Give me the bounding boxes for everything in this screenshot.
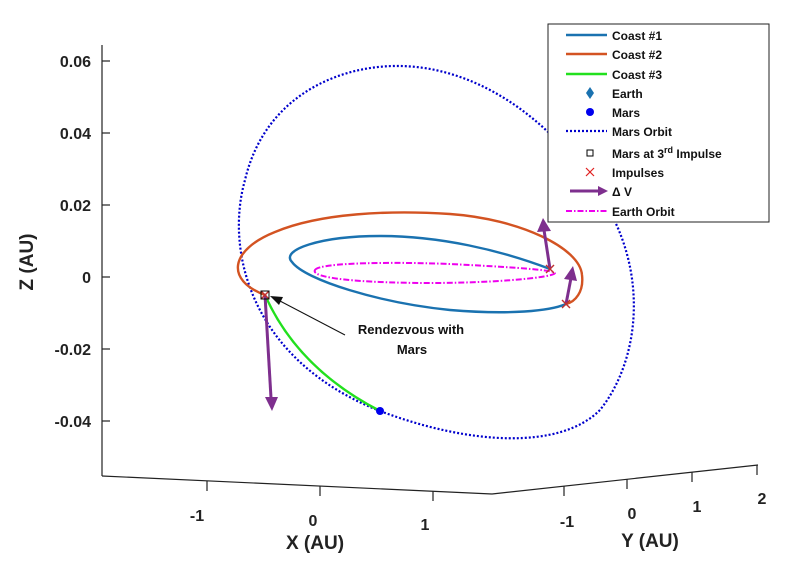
mars-orbit-line [237, 64, 635, 440]
legend-swatch-earth-diamond [586, 87, 594, 99]
z-axis-label: Z (AU) [17, 234, 38, 291]
z-tick-label: -0.02 [55, 342, 92, 359]
impulse-markers [260, 264, 571, 309]
legend-swatch-x [585, 167, 595, 177]
z-tick-labels: 0.06 0.04 0.02 0 -0.02 -0.04 [55, 54, 92, 431]
z-tick-label: 0 [82, 270, 91, 287]
legend-label: Coast #3 [612, 68, 662, 82]
z-ticks [102, 60, 110, 422]
legend-label: Mars [612, 106, 640, 120]
legend-label: Earth Orbit [612, 205, 675, 219]
legend-label: Mars at 3rd Impulse [612, 145, 722, 161]
impulse-marker [545, 264, 555, 274]
y-ticks [563, 465, 758, 496]
annotation-line-2: Mars [397, 342, 427, 357]
mars-marker [376, 407, 384, 415]
z-tick-label: 0.06 [60, 54, 91, 71]
annotation-arrowhead [270, 296, 283, 305]
rendezvous-annotation: Rendezvous with Mars [270, 296, 464, 357]
delta-v-arrow [564, 266, 577, 305]
legend: Coast #1 Coast #2 Coast #3 Earth Mars Ma… [547, 23, 770, 223]
legend-swatch-arrow [570, 186, 608, 196]
impulse-marker [561, 299, 571, 309]
z-tick-label: 0.04 [60, 126, 91, 143]
mars-at-3rd-impulse-marker [260, 290, 270, 300]
legend-label: Earth [612, 87, 643, 101]
legend-label: Coast #1 [612, 29, 662, 43]
earth-orbit-line [313, 261, 557, 285]
x-ticks [206, 481, 434, 501]
legend-label: Δ V [612, 185, 632, 199]
y-tick-label: -1 [560, 514, 574, 531]
delta-v-arrow [263, 294, 278, 411]
y-tick-labels: -1 0 1 2 [560, 491, 767, 531]
legend-box [547, 23, 770, 223]
y-tick-label: 2 [758, 491, 767, 508]
series-layer [236, 64, 635, 440]
axes [101, 45, 759, 495]
impulse-marker [260, 290, 270, 300]
coast-3-line [263, 294, 381, 413]
legend-swatch-mars-circle [586, 108, 594, 116]
legend-label: Mars Orbit [612, 125, 672, 139]
legend-label: Coast #2 [612, 48, 662, 62]
x-axis-label: X (AU) [286, 533, 344, 554]
x-tick-label: -1 [190, 508, 204, 525]
annotation-arrow-line [279, 300, 346, 336]
delta-v-arrows [263, 218, 577, 411]
y-axis-label: Y (AU) [621, 531, 679, 552]
legend-label: Impulses [612, 166, 664, 180]
y-axis-line [491, 464, 759, 495]
z-tick-label: -0.04 [55, 414, 92, 431]
x-axis-line [101, 475, 493, 495]
coast-1-line [288, 234, 567, 314]
annotation-line-1: Rendezvous with [358, 322, 464, 337]
x-tick-labels: -1 0 1 [190, 508, 430, 534]
y-tick-label: 0 [628, 506, 637, 523]
y-tick-label: 1 [693, 499, 702, 516]
coast-2-line [236, 211, 584, 306]
x-tick-label: 1 [421, 517, 430, 534]
delta-v-arrow [537, 218, 552, 270]
z-tick-label: 0.02 [60, 198, 91, 215]
x-tick-label: 0 [309, 513, 318, 530]
legend-swatch-square [586, 149, 594, 157]
